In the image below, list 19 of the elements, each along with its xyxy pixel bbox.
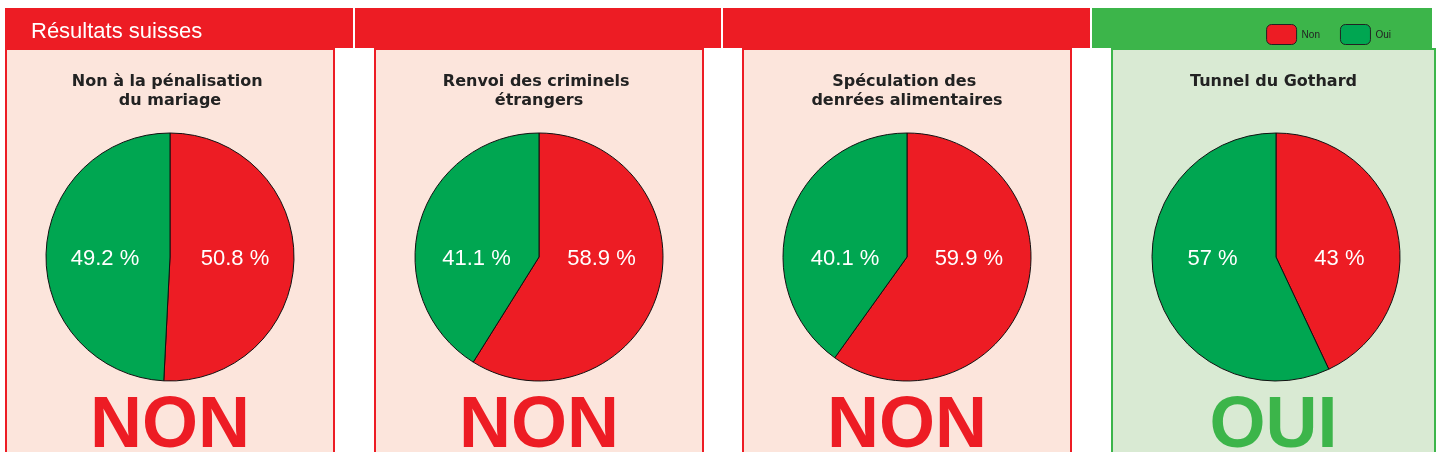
text: NON xyxy=(90,382,250,452)
text: OUI xyxy=(1209,382,1338,452)
legend-label: Non xyxy=(1301,29,1320,40)
chart-title: Spéculation des denrées alimentaires xyxy=(811,71,1003,109)
chart-title: Non à la pénalisation du mariage xyxy=(71,71,269,109)
data-label: 41.1 % xyxy=(442,244,511,270)
data-label: 43 % xyxy=(1314,244,1365,270)
data-label: 40.1 % xyxy=(810,244,880,270)
data-label: 58.9 % xyxy=(567,244,636,270)
data-label: 49.2 % xyxy=(70,244,140,270)
text: Résultats suisses xyxy=(31,17,203,43)
legend-label: Oui xyxy=(1375,29,1391,40)
data-label: 57 % xyxy=(1187,244,1238,270)
chart-title: Renvoi des criminels étrangers xyxy=(442,71,636,109)
text: NON xyxy=(459,382,619,452)
data-label: 50.8 % xyxy=(200,244,270,270)
data-label: 59.9 % xyxy=(934,244,1004,270)
text: NON xyxy=(827,382,987,452)
text: Tunnel du Gothard xyxy=(1190,71,1357,90)
